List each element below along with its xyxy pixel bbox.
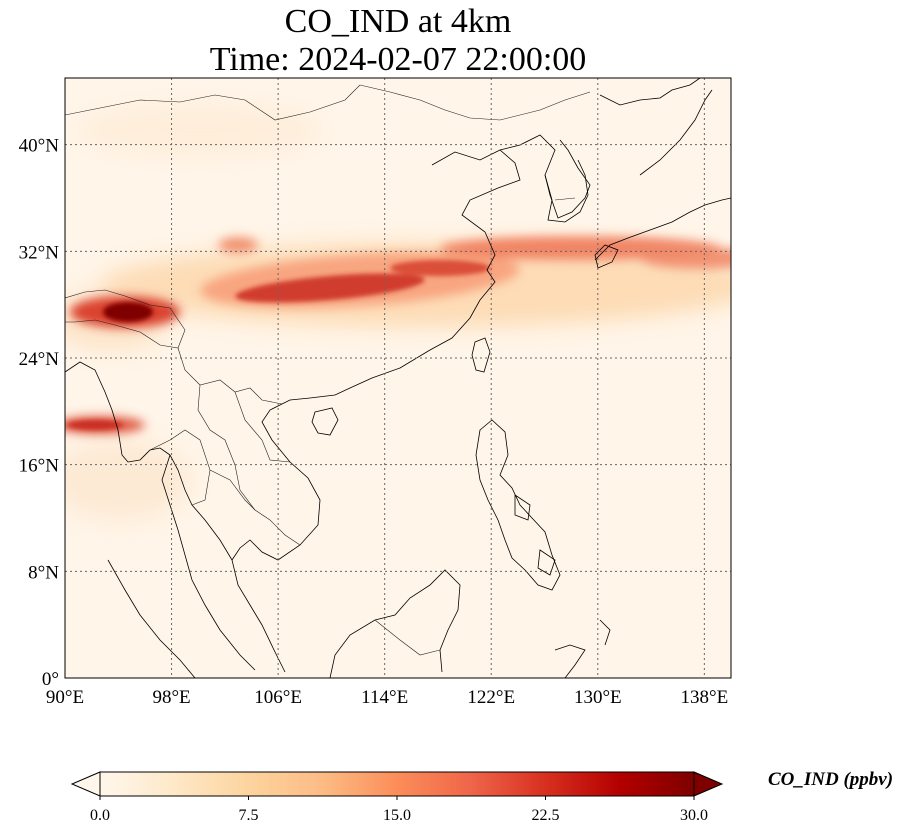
lat-tick-label: 40°N <box>19 136 60 157</box>
lat-tick-label: 16°N <box>19 456 60 477</box>
hainan-coast <box>311 407 339 436</box>
lon-tick-label: 138°E <box>681 687 729 708</box>
sulawesi-coast <box>554 619 611 678</box>
colorbar: 0.0 7.5 15.0 22.5 30.0 <box>70 771 724 824</box>
philippines-coast <box>475 419 561 591</box>
lon-tick-label: 106°E <box>254 687 302 708</box>
china-east-coast <box>281 149 521 405</box>
lon-tick-label: 90°E <box>46 687 84 708</box>
map-area <box>65 78 731 678</box>
coastlines <box>65 78 731 678</box>
border-himalaya <box>65 289 186 349</box>
malay-peninsula-coast <box>161 454 256 671</box>
lat-tick-label: 24°N <box>19 349 60 370</box>
lon-tick-label: 98°E <box>152 687 190 708</box>
border-borneo <box>374 619 441 656</box>
colorbar-gradient <box>99 771 695 797</box>
map-frame <box>64 77 732 679</box>
plume-japan-band <box>640 247 731 269</box>
colorbar-ticks: 0.0 7.5 15.0 22.5 30.0 <box>90 796 708 824</box>
liaodong-coast <box>499 134 591 219</box>
lon-tick-label: 130°E <box>574 687 622 708</box>
border-thailand <box>149 429 256 511</box>
lat-tick-label: 32°N <box>19 242 60 263</box>
lon-tick-label: 114°E <box>361 687 408 708</box>
lat-tick-label: 0° <box>42 669 59 690</box>
plume-yangtze-core-east <box>390 260 490 276</box>
sumatra-coast <box>107 559 196 678</box>
plume-south-light <box>65 440 190 520</box>
lat-tick-label: 8°N <box>28 562 59 583</box>
colorbar-tick-label: 0.0 <box>90 807 110 824</box>
colorbar-extend-min <box>70 771 101 797</box>
plume-sichuan-blob <box>218 237 258 253</box>
plume-north-light <box>80 105 320 155</box>
colorbar-extend-max <box>693 771 724 797</box>
colorbar-tick-label: 22.5 <box>532 807 560 824</box>
concentration-field <box>65 105 731 520</box>
north-coast <box>599 78 701 106</box>
map-background <box>65 78 731 678</box>
plume-yangtze-core <box>235 273 425 303</box>
bay-of-bengal-coast <box>65 361 171 463</box>
country-borders <box>65 84 591 656</box>
plume-myanmar-core <box>67 420 123 430</box>
plume-nepal-core <box>103 302 153 322</box>
taiwan-coast <box>471 337 491 373</box>
borneo-coast <box>329 569 461 678</box>
chart-title: CO_IND at 4km <box>284 3 512 40</box>
lon-tick-label: 122°E <box>467 687 515 708</box>
axis-ticks: 90°E 98°E 106°E 114°E 122°E 130°E 138°E 0° 8°N 16… <box>19 136 729 708</box>
colorbar-tick-label: 7.5 <box>239 807 259 824</box>
border-mongolia <box>65 84 591 121</box>
border-korea <box>554 197 576 201</box>
colorbar-tick-label: 30.0 <box>680 807 708 824</box>
korea-coast <box>544 159 589 223</box>
colorbar-tick-label: 15.0 <box>383 807 411 824</box>
chart-subtitle-time: Time: 2024-02-07 22:00:00 <box>209 41 587 78</box>
japan-coast <box>594 89 731 269</box>
colorbar-label: CO_IND (ppbv) <box>768 769 894 790</box>
border-china-sw <box>177 347 301 546</box>
gridlines <box>65 78 731 678</box>
